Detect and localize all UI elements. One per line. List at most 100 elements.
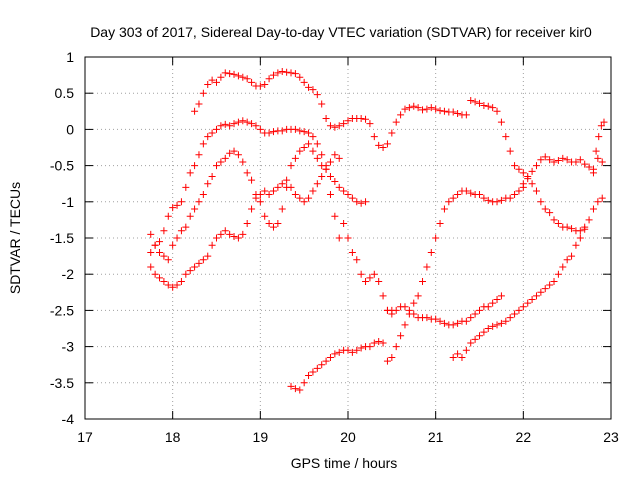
data-point xyxy=(208,241,216,249)
data-point xyxy=(256,198,264,206)
data-point xyxy=(199,256,207,264)
data-point xyxy=(506,314,514,322)
data-point xyxy=(305,129,313,137)
data-point xyxy=(370,133,378,141)
data-point xyxy=(388,310,396,318)
data-point xyxy=(300,78,308,86)
data-point xyxy=(348,194,356,202)
data-point xyxy=(199,191,207,199)
data-point xyxy=(489,299,497,307)
data-point xyxy=(379,339,387,347)
data-point xyxy=(248,78,256,86)
data-point xyxy=(489,322,497,330)
series-3 xyxy=(147,117,370,256)
x-tick-label: 23 xyxy=(603,429,619,445)
data-point xyxy=(595,133,603,141)
data-point xyxy=(581,223,589,231)
data-point xyxy=(375,338,383,346)
data-point xyxy=(199,89,207,97)
data-point xyxy=(147,248,155,256)
data-point xyxy=(313,180,321,188)
series-10 xyxy=(287,338,387,394)
data-point xyxy=(537,288,545,296)
data-point xyxy=(541,205,549,213)
data-point xyxy=(234,234,242,242)
data-point xyxy=(370,270,378,278)
data-point xyxy=(230,147,238,155)
data-point xyxy=(195,259,203,267)
data-point xyxy=(397,332,405,340)
data-point xyxy=(340,187,348,195)
data-point xyxy=(344,234,352,242)
data-point xyxy=(353,198,361,206)
data-point xyxy=(344,346,352,354)
data-point xyxy=(221,69,229,77)
data-point xyxy=(467,314,475,322)
data-point xyxy=(256,125,264,133)
data-point xyxy=(217,122,225,130)
data-point xyxy=(269,223,277,231)
data-point xyxy=(594,198,602,206)
data-point xyxy=(156,274,164,282)
data-point xyxy=(432,234,440,242)
data-point xyxy=(195,151,203,159)
data-point xyxy=(234,72,242,80)
data-point xyxy=(226,70,234,78)
data-point xyxy=(598,158,606,166)
data-point xyxy=(515,187,523,195)
data-point xyxy=(449,321,457,329)
data-point xyxy=(217,73,225,81)
data-point xyxy=(305,83,313,91)
data-point xyxy=(541,153,549,161)
data-point xyxy=(436,107,444,115)
data-point xyxy=(340,220,348,228)
data-point xyxy=(519,303,527,311)
data-point xyxy=(195,100,203,108)
data-point xyxy=(476,191,483,199)
series-7 xyxy=(383,292,505,329)
data-point xyxy=(585,216,593,224)
data-point xyxy=(502,133,510,141)
y-tick-label: 0 xyxy=(66,121,74,137)
data-point xyxy=(256,82,264,90)
data-point xyxy=(388,129,396,137)
data-point xyxy=(164,256,172,264)
data-point xyxy=(309,368,317,376)
data-point xyxy=(300,144,308,151)
data-point xyxy=(554,220,562,228)
data-point xyxy=(454,109,462,117)
x-axis: 17 18 19 20 21 22 23 xyxy=(77,57,619,445)
data-point xyxy=(243,118,251,126)
data-point xyxy=(147,263,155,271)
data-point xyxy=(353,346,361,354)
data-point xyxy=(383,357,391,365)
data-point xyxy=(274,183,282,191)
data-point xyxy=(348,348,356,356)
data-point xyxy=(423,263,431,271)
data-point xyxy=(191,107,199,115)
series-9 xyxy=(519,153,606,188)
data-point xyxy=(405,310,413,318)
data-point xyxy=(511,310,519,318)
data-point xyxy=(274,69,282,77)
data-point xyxy=(511,162,519,170)
data-point xyxy=(213,162,220,170)
y-axis: 1 0.5 0 -0.5 -1 -1.5 -2 -2.5 -3 -3.5 -4 xyxy=(50,49,611,427)
y-tick-label: -2.5 xyxy=(50,302,74,318)
data-point xyxy=(173,201,181,209)
data-point xyxy=(476,99,483,107)
data-point xyxy=(226,230,234,238)
x-axis-label: GPS time / hours xyxy=(291,455,398,471)
data-point xyxy=(204,252,212,260)
data-point xyxy=(191,263,199,271)
data-point xyxy=(287,382,295,390)
series-12 xyxy=(589,118,608,177)
data-point xyxy=(252,122,260,130)
data-point xyxy=(502,317,510,325)
data-point xyxy=(326,172,334,180)
data-point xyxy=(366,120,374,128)
data-point xyxy=(151,241,159,249)
y-tick-label: 1 xyxy=(66,49,74,65)
data-point xyxy=(239,230,247,238)
data-point xyxy=(410,299,418,307)
